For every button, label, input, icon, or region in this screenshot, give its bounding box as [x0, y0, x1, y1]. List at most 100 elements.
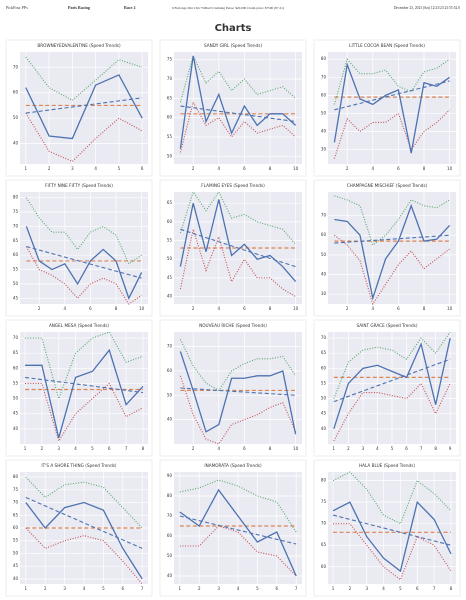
- x-tick-label: 6: [276, 586, 279, 591]
- x-tick-label: 8: [450, 586, 453, 591]
- y-tick-label: 40: [321, 128, 327, 133]
- y-tick-label: 75: [13, 487, 19, 492]
- y-tick-label: 45: [13, 411, 19, 416]
- y-tick-label: 60: [13, 525, 19, 530]
- x-tick-label: 10: [139, 306, 145, 311]
- y-tick-label: 80: [321, 56, 327, 61]
- y-tick-label: 40: [321, 272, 327, 277]
- heading: Charts: [215, 23, 252, 34]
- series-line: [25, 197, 142, 265]
- x-tick-label: 6: [141, 166, 144, 171]
- series-line: [333, 337, 451, 430]
- y-tick-label: 60: [321, 92, 327, 97]
- y-tick-label: 50: [167, 553, 173, 558]
- x-tick-label: 3: [217, 586, 220, 591]
- series-line: [25, 476, 143, 529]
- header-text: 6 Furlongs Dirt Clm 7500n2l Claiming Pur…: [172, 6, 284, 11]
- y-tick-label: 75: [167, 57, 173, 62]
- y-tick-label: 50: [321, 252, 327, 257]
- x-tick-label: 3: [57, 446, 60, 451]
- y-tick-label: 40: [167, 417, 173, 422]
- y-tick-label: 55: [321, 380, 327, 385]
- y-tick-label: 40: [167, 573, 173, 578]
- chart-title: LITTLE COCOA BEAN (Speed Trends): [349, 43, 425, 48]
- x-tick-label: 5: [91, 446, 94, 451]
- y-tick-label: 40: [321, 426, 327, 431]
- x-tick-label: 9: [449, 446, 452, 451]
- series-line: [179, 525, 297, 577]
- series-line: [180, 228, 296, 268]
- x-tick-label: 10: [293, 306, 299, 311]
- chart-panel: FIFTY NINE FIFTY (Speed Trends) 45 50 55 60 6…: [5, 179, 153, 317]
- x-tick-label: 4: [372, 306, 375, 311]
- x-tick-label: 6: [122, 586, 125, 591]
- y-tick-label: 55: [13, 267, 19, 272]
- y-tick-label: 60: [167, 533, 173, 538]
- series-line: [179, 515, 297, 545]
- x-tick-label: 4: [382, 586, 385, 591]
- x-tick-label: 3: [362, 446, 365, 451]
- x-tick-label: 2: [346, 166, 349, 171]
- y-tick-label: 70: [13, 223, 19, 228]
- series-line: [179, 351, 297, 435]
- x-tick-label: 2: [192, 306, 195, 311]
- x-tick-label: 3: [365, 586, 368, 591]
- y-tick-label: 65: [13, 350, 19, 355]
- x-tick-label: 2: [346, 306, 349, 311]
- y-tick-label: 50: [13, 550, 19, 555]
- y-tick-label: 55: [13, 538, 19, 543]
- y-tick-label: 60: [321, 564, 327, 569]
- x-tick-label: 4: [218, 166, 221, 171]
- x-tick-label: 8: [269, 166, 272, 171]
- y-tick-label: 45: [167, 275, 173, 280]
- y-tick-label: 70: [13, 500, 19, 505]
- x-tick-label: 6: [243, 166, 246, 171]
- x-tick-label: 4: [372, 166, 375, 171]
- series-line: [25, 382, 144, 443]
- series-line: [25, 496, 143, 549]
- x-tick-label: 8: [115, 306, 118, 311]
- x-tick-label: 4: [237, 586, 240, 591]
- series-line: [333, 523, 452, 581]
- y-tick-label: 50: [167, 392, 173, 397]
- plot-area: [20, 52, 148, 164]
- x-tick-label: 10: [293, 166, 299, 171]
- y-tick-label: 90: [167, 473, 173, 478]
- x-tick-label: 7: [433, 586, 436, 591]
- x-tick-label: 10: [447, 166, 453, 171]
- chart-title: IT'S A SHORE THING (Speed Trends): [41, 463, 117, 468]
- y-tick-label: 70: [167, 344, 173, 349]
- x-tick-label: 8: [269, 446, 272, 451]
- x-tick-label: 2: [349, 586, 352, 591]
- x-tick-label: 2: [48, 166, 51, 171]
- y-tick-label: 50: [321, 110, 327, 115]
- series-line: [333, 62, 450, 154]
- y-tick-label: 55: [167, 238, 173, 243]
- x-tick-label: 4: [94, 166, 97, 171]
- chart-title: SANDY GIRL (Speed Trends): [204, 43, 262, 48]
- x-tick-label: 6: [108, 446, 111, 451]
- series-line: [333, 109, 450, 159]
- plot-area: [174, 332, 302, 444]
- series-line: [179, 339, 297, 392]
- x-tick-label: 4: [218, 306, 221, 311]
- series-line: [25, 226, 143, 300]
- y-tick-label: 40: [13, 576, 19, 581]
- y-tick-label: 70: [321, 74, 327, 79]
- y-tick-label: 50: [321, 396, 327, 401]
- x-tick-label: 1: [333, 446, 336, 451]
- y-tick-label: 65: [13, 238, 19, 243]
- x-tick-label: 4: [218, 446, 221, 451]
- y-tick-label: 70: [13, 335, 19, 340]
- series-line: [25, 348, 144, 439]
- y-tick-label: 65: [13, 512, 19, 517]
- chart-title: BROWNEYEDVALENTINE (Speed Trends): [37, 43, 121, 48]
- x-tick-label: 4: [83, 586, 86, 591]
- chart-title: HALA BLUE (Speed Trends): [359, 463, 415, 468]
- series-line: [25, 97, 143, 114]
- y-tick-label: 75: [321, 499, 327, 504]
- x-tick-label: 10: [293, 446, 299, 451]
- series-line: [179, 100, 296, 153]
- x-tick-label: 2: [41, 446, 44, 451]
